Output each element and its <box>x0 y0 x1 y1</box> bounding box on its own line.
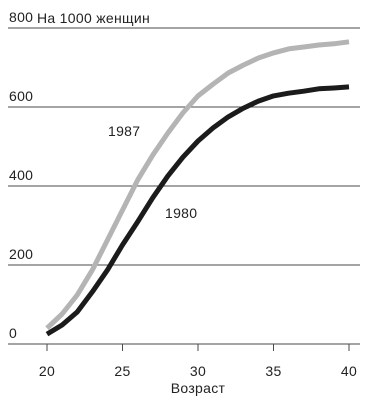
x-tick-label-25: 25 <box>114 363 130 379</box>
series-label-1980: 1980 <box>165 205 197 221</box>
x-ticks: 20 25 30 35 40 <box>39 344 357 379</box>
y-tick-label-800: 800 <box>9 9 33 25</box>
y-tick-label-200: 200 <box>9 246 33 262</box>
x-tick-label-20: 20 <box>39 363 55 379</box>
x-tick-label-40: 40 <box>341 363 357 379</box>
series-line-1980 <box>45 84 350 337</box>
y-tick-label-600: 600 <box>9 88 33 104</box>
series-lines <box>45 39 350 337</box>
y-tick-label-0: 0 <box>9 325 17 341</box>
y-tick-labels: 0 200 400 600 800 <box>9 9 33 341</box>
x-tick-label-35: 35 <box>265 363 281 379</box>
y-axis-label: На 1000 женщин <box>37 10 150 26</box>
y-tick-label-400: 400 <box>9 167 33 183</box>
series-label-1987: 1987 <box>108 123 140 139</box>
series-line-1987 <box>45 39 350 331</box>
x-tick-label-30: 30 <box>190 363 206 379</box>
gridlines <box>8 27 360 345</box>
x-axis-label: Возраст <box>171 380 226 396</box>
